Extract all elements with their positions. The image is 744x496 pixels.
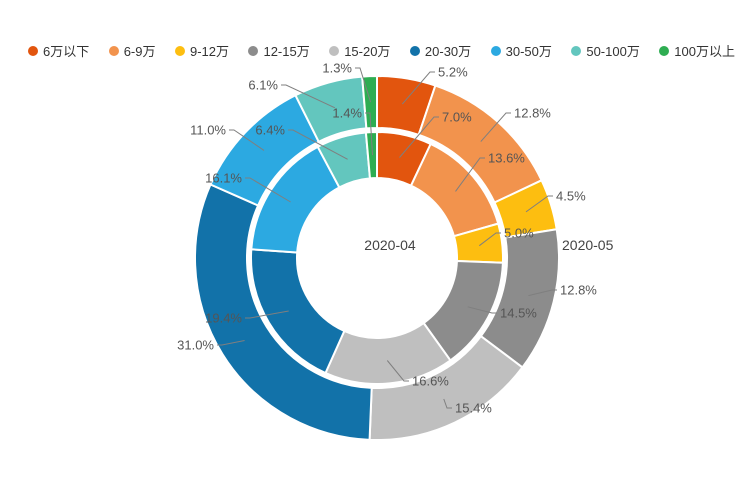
legend-label: 9-12万 bbox=[189, 44, 229, 59]
percent-label-outer-0: 5.2% bbox=[438, 65, 468, 80]
legend-item-0[interactable]: 6万以下 bbox=[28, 41, 89, 60]
percent-label-outer-2: 4.5% bbox=[556, 189, 586, 204]
percent-label-inner-2: 5.0% bbox=[504, 226, 534, 241]
legend-label: 12-15万 bbox=[263, 44, 310, 59]
leader-line bbox=[480, 112, 511, 142]
leader-line bbox=[478, 232, 501, 247]
percent-label-outer-7: 6.1% bbox=[248, 78, 278, 93]
series-name-outer: 2020-05 bbox=[562, 237, 614, 253]
leader-line bbox=[288, 129, 348, 160]
percent-label-inner-0: 7.0% bbox=[442, 110, 472, 125]
leader-line bbox=[245, 310, 289, 319]
leader-line bbox=[455, 157, 485, 192]
percent-label-inner-7: 6.4% bbox=[255, 123, 285, 138]
legend-swatch-icon bbox=[108, 45, 119, 56]
percent-label-outer-1: 12.8% bbox=[514, 106, 551, 121]
slice-outer-8[interactable] bbox=[361, 75, 378, 130]
leader-line bbox=[245, 177, 291, 203]
legend-item-2[interactable]: 9-12万 bbox=[174, 41, 229, 60]
legend-item-7[interactable]: 50-100万 bbox=[571, 41, 640, 60]
percent-label-inner-3: 14.5% bbox=[500, 306, 537, 321]
legend: 6万以下 6-9万 9-12万 12-15万 15-20万 20-30万 30-50万 50-… bbox=[28, 41, 735, 60]
percent-label-outer-5: 31.0% bbox=[177, 338, 214, 353]
legend-label: 20-30万 bbox=[424, 44, 472, 59]
legend-swatch-icon bbox=[409, 45, 420, 56]
percent-label-outer-3: 12.8% bbox=[560, 283, 597, 298]
legend-swatch-icon bbox=[490, 45, 501, 56]
legend-label: 6-9万 bbox=[123, 44, 156, 59]
slice-outer-5[interactable] bbox=[194, 183, 373, 441]
percent-label-inner-4: 16.6% bbox=[412, 374, 449, 389]
percent-label-inner-8: 1.4% bbox=[332, 106, 362, 121]
legend-label: 50-100万 bbox=[586, 44, 640, 59]
legend-item-4[interactable]: 15-20万 bbox=[329, 41, 390, 60]
legend-label: 15-20万 bbox=[344, 44, 391, 59]
percent-label-inner-6: 16.1% bbox=[205, 171, 242, 186]
legend-swatch-icon bbox=[659, 45, 670, 56]
leader-line bbox=[229, 129, 265, 151]
legend-item-8[interactable]: 100万以上 bbox=[659, 41, 735, 60]
legend-item-5[interactable]: 20-30万 bbox=[409, 41, 472, 60]
legend-swatch-icon bbox=[28, 45, 38, 56]
legend-label: 6万以下 bbox=[43, 44, 90, 59]
labels-layer: 7.0% 13.6% 5.0% 14.5% 16.6% 19.4% 16.1% 6.4% 1.4… bbox=[177, 61, 597, 416]
leader-line bbox=[217, 340, 245, 346]
percent-label-outer-6: 11.0% bbox=[190, 123, 226, 138]
legend-item-1[interactable]: 6-9万 bbox=[108, 41, 156, 60]
leader-line bbox=[467, 306, 497, 314]
leader-line bbox=[528, 289, 557, 297]
percent-label-inner-1: 13.6% bbox=[488, 151, 525, 166]
percent-label-outer-8: 1.3% bbox=[322, 61, 352, 76]
legend-item-6[interactable]: 30-50万 bbox=[490, 41, 552, 60]
leader-line bbox=[399, 116, 439, 158]
percent-label-inner-5: 19.4% bbox=[205, 311, 242, 326]
leader-line bbox=[281, 84, 336, 109]
series-name-inner: 2020-04 bbox=[364, 237, 416, 253]
leader-line bbox=[365, 112, 373, 156]
legend-swatch-icon bbox=[174, 45, 185, 56]
legend-swatch-icon bbox=[248, 45, 259, 56]
leader-line bbox=[401, 71, 435, 105]
legend-swatch-icon bbox=[329, 45, 340, 56]
legend-swatch-icon bbox=[571, 45, 582, 56]
legend-label: 30-50万 bbox=[505, 44, 552, 59]
leader-line bbox=[443, 398, 452, 409]
percent-label-outer-4: 15.4% bbox=[455, 401, 492, 416]
legend-label: 100万以上 bbox=[674, 44, 735, 59]
slices-layer bbox=[194, 75, 560, 441]
slice-inner-8[interactable] bbox=[364, 131, 378, 180]
leader-line bbox=[355, 67, 372, 103]
leader-line bbox=[386, 360, 409, 382]
legend-item-3[interactable]: 12-15万 bbox=[248, 41, 310, 60]
leader-line bbox=[525, 195, 553, 213]
